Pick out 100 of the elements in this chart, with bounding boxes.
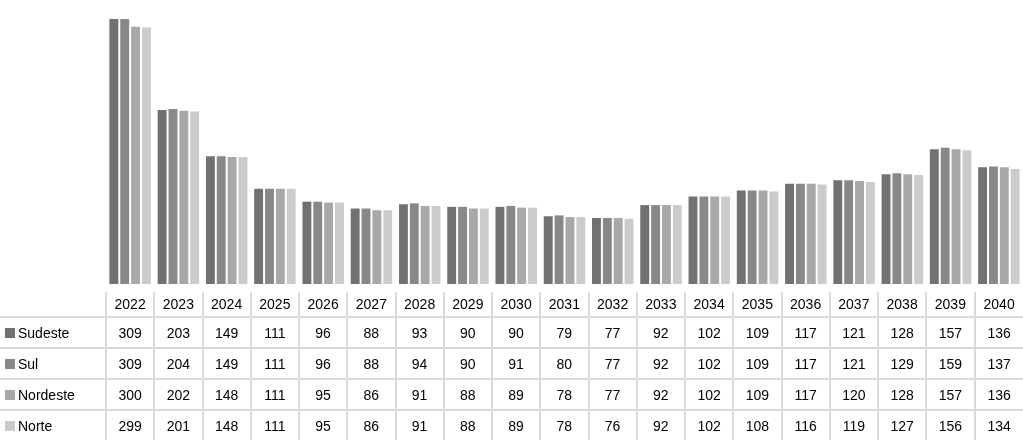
bar <box>865 181 875 284</box>
bar <box>672 205 682 284</box>
bar <box>833 180 843 284</box>
bar <box>978 167 988 284</box>
bar <box>179 110 189 284</box>
bar <box>168 109 178 284</box>
data-label: 156 <box>926 410 975 440</box>
bar <box>506 205 516 284</box>
data-label: 117 <box>781 379 830 410</box>
data-label: 91 <box>395 410 444 440</box>
bar <box>409 203 419 284</box>
data-label: 203 <box>154 317 203 348</box>
data-label: 102 <box>685 317 734 348</box>
bar <box>131 26 141 284</box>
data-label: 88 <box>347 348 396 379</box>
data-label: 92 <box>636 317 685 348</box>
bar <box>576 217 586 284</box>
bar <box>383 210 393 284</box>
data-label: 90 <box>443 317 492 348</box>
bar <box>592 217 601 284</box>
data-label: 128 <box>878 379 927 410</box>
bar <box>962 150 972 284</box>
data-label: 91 <box>492 348 541 379</box>
data-label: 127 <box>878 410 927 440</box>
data-label: 108 <box>733 410 782 440</box>
data-label: 121 <box>829 317 878 348</box>
bar <box>613 217 623 284</box>
data-label: 117 <box>781 317 830 348</box>
data-label: 116 <box>781 410 830 440</box>
bar <box>817 184 827 284</box>
bar <box>951 149 961 284</box>
data-label: 102 <box>685 410 734 440</box>
bar <box>543 216 553 284</box>
bar <box>785 183 794 284</box>
data-label: 77 <box>588 317 637 348</box>
x-tick-label: 2040 <box>974 292 1023 317</box>
data-label: 86 <box>347 379 396 410</box>
data-label: 80 <box>540 348 589 379</box>
bar <box>624 218 634 284</box>
data-label: 109 <box>733 379 782 410</box>
bar <box>479 208 489 284</box>
data-label: 148 <box>202 379 251 410</box>
legend-label: Nordeste <box>0 379 106 410</box>
x-tick-label: 2036 <box>781 292 830 317</box>
bar <box>254 188 264 284</box>
bar <box>141 27 151 284</box>
data-label: 96 <box>299 348 348 379</box>
bar <box>190 111 200 284</box>
data-label: 121 <box>829 348 878 379</box>
data-label: 95 <box>299 379 348 410</box>
bar <box>769 191 779 284</box>
bar <box>265 188 274 284</box>
x-tick-label: 2024 <box>202 292 251 317</box>
data-label: 92 <box>636 379 685 410</box>
data-label: 89 <box>492 379 541 410</box>
data-label: 149 <box>202 317 251 348</box>
bar <box>914 175 924 284</box>
x-tick-label: 2032 <box>588 292 637 317</box>
data-label: 78 <box>540 410 589 440</box>
x-tick-label: 2039 <box>926 292 975 317</box>
data-label: 95 <box>299 410 348 440</box>
bar <box>458 206 467 284</box>
data-label: 90 <box>443 348 492 379</box>
bar <box>495 206 505 284</box>
data-label: 91 <box>395 379 444 410</box>
bar <box>227 157 237 284</box>
data-label: 201 <box>154 410 203 440</box>
bar <box>806 183 816 284</box>
data-label: 137 <box>974 348 1023 379</box>
bar <box>372 210 382 284</box>
data-label: 309 <box>106 317 155 348</box>
x-tick-label: 2029 <box>443 292 492 317</box>
data-label: 77 <box>588 348 637 379</box>
data-label: 89 <box>492 410 541 440</box>
bar <box>350 208 360 284</box>
bar <box>881 174 891 284</box>
bar <box>565 217 575 284</box>
data-label: 86 <box>347 410 396 440</box>
data-label: 299 <box>106 410 155 440</box>
x-tick-label: 2022 <box>106 292 155 317</box>
data-label: 109 <box>733 317 782 348</box>
data-label: 136 <box>974 317 1023 348</box>
bar <box>517 207 527 284</box>
bar <box>855 181 864 284</box>
bar <box>420 205 430 284</box>
data-label: 111 <box>250 348 299 379</box>
bar <box>710 196 720 284</box>
bar <box>640 205 650 284</box>
data-label: 111 <box>250 410 299 440</box>
bar <box>275 188 285 284</box>
bar <box>988 166 998 284</box>
data-label: 117 <box>781 348 830 379</box>
x-tick-label: 2023 <box>154 292 203 317</box>
bar <box>216 156 226 284</box>
data-label: 77 <box>588 379 637 410</box>
bar <box>1010 169 1020 284</box>
bar <box>736 190 746 284</box>
data-label: 92 <box>636 410 685 440</box>
data-label: 309 <box>106 348 155 379</box>
data-label: 157 <box>926 317 975 348</box>
